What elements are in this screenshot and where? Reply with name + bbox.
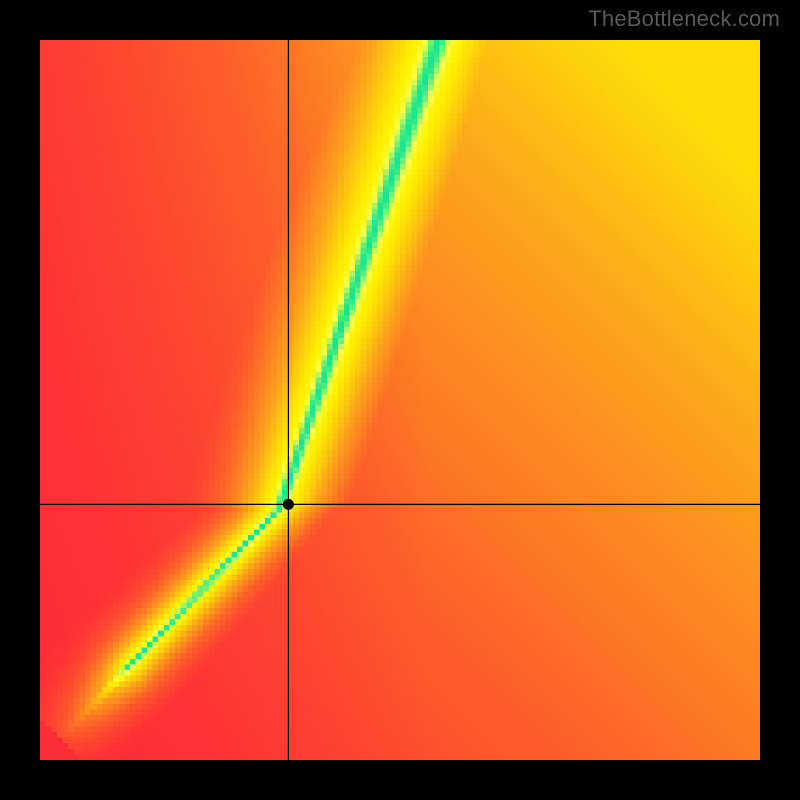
watermark-text: TheBottleneck.com: [588, 6, 780, 32]
bottleneck-heatmap: [40, 40, 760, 760]
chart-container: { "watermark": { "text": "TheBottleneck.…: [0, 0, 800, 800]
